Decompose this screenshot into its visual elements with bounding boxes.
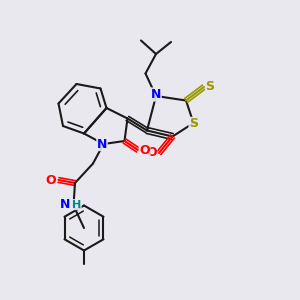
Text: S: S [206,80,214,94]
Text: N: N [60,198,70,211]
Text: O: O [46,173,56,187]
Text: N: N [151,88,161,101]
Text: O: O [139,143,150,157]
Text: N: N [97,137,107,151]
Text: S: S [189,117,198,130]
Text: H: H [72,200,81,210]
Text: O: O [146,146,157,160]
